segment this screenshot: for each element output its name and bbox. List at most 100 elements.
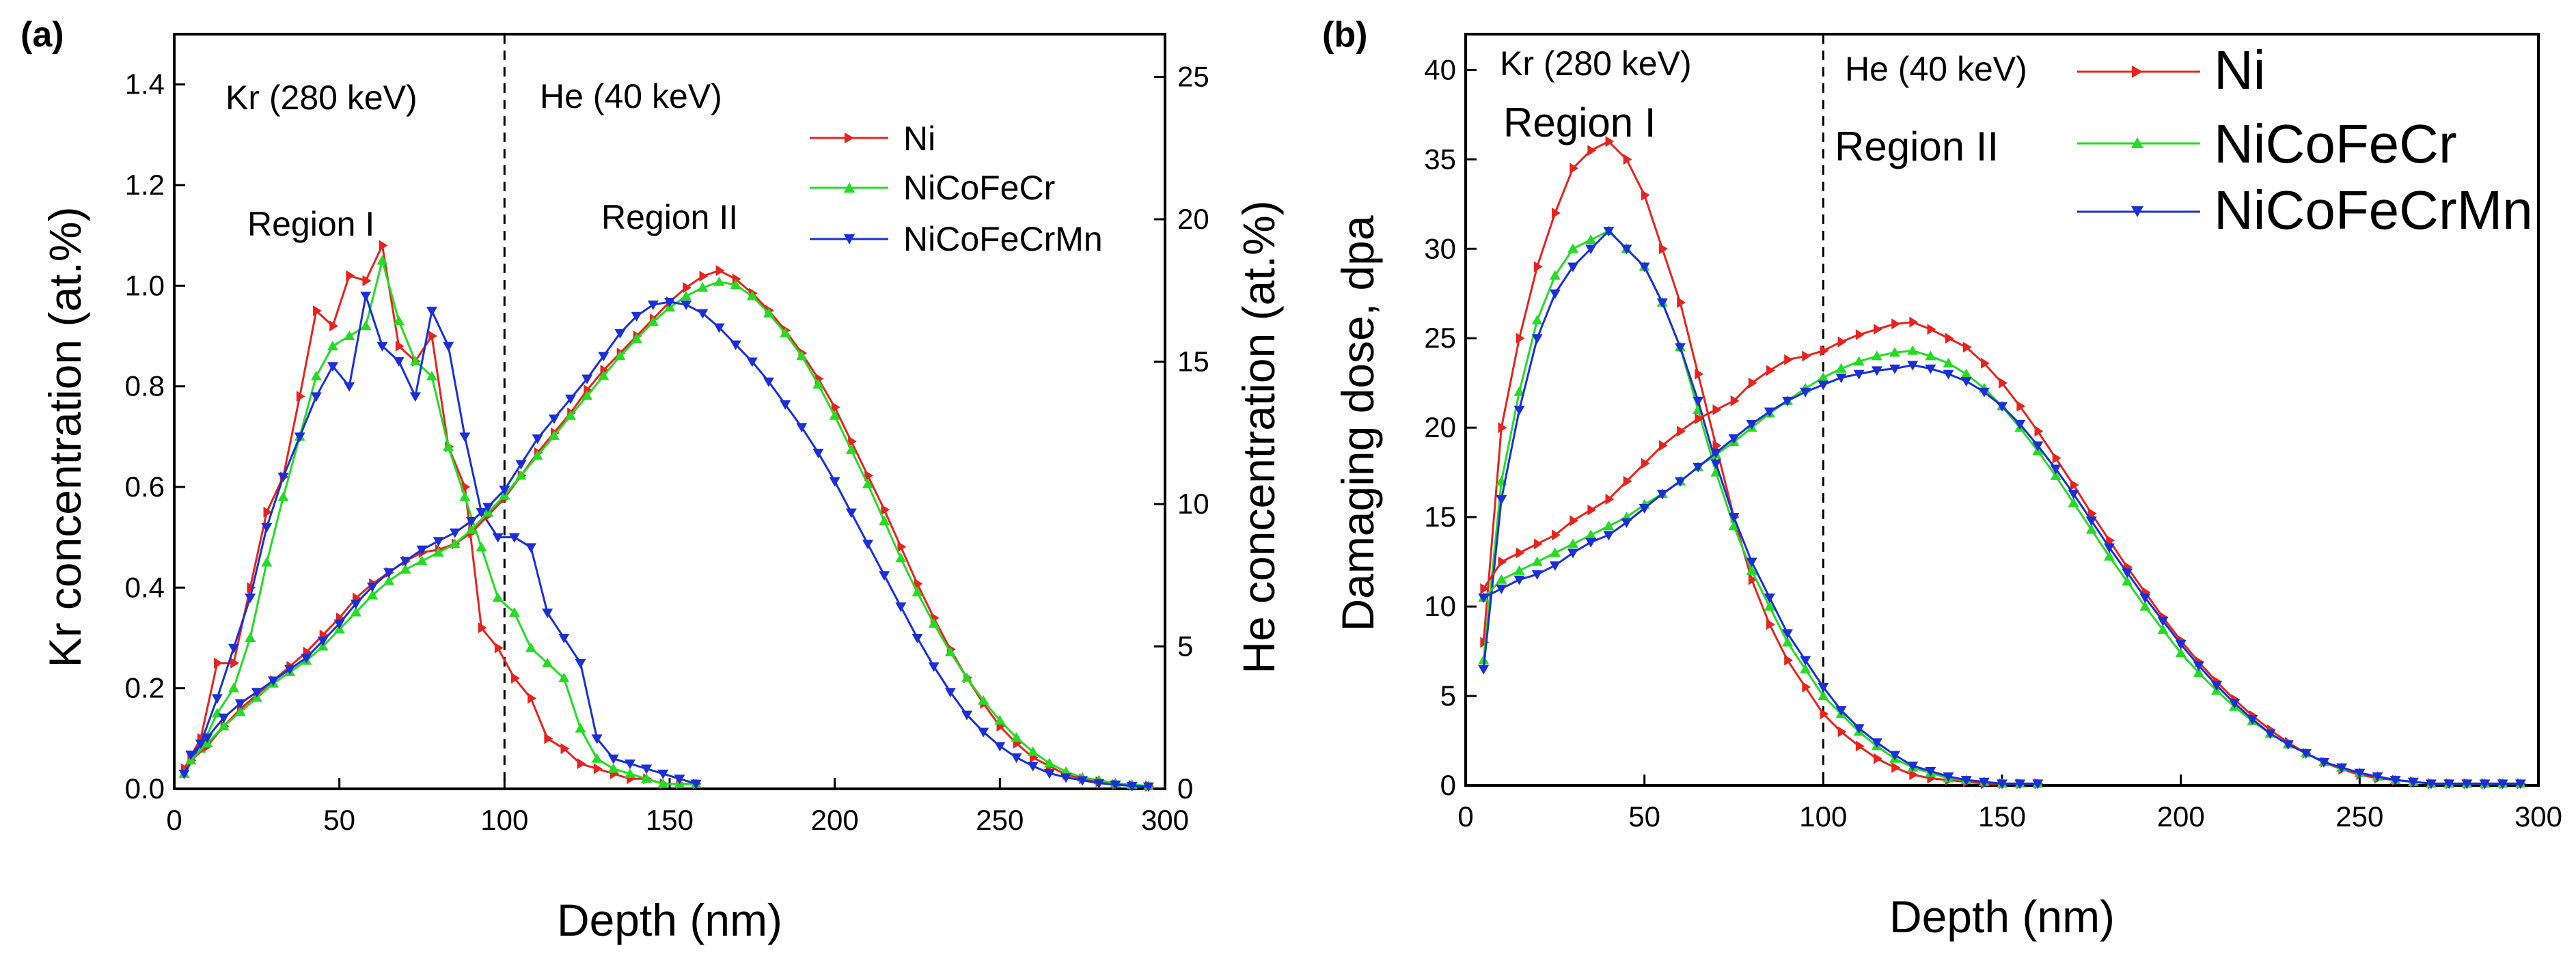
panel-b-x-axis: 0 50 100 150 200 250 300 [1457,774,2562,833]
panel-b-series-nicofecr-he-line [1483,350,2521,785]
panel-b-point-3-18 [1802,350,1811,362]
panel-a-x-tick-label-3: 150 [646,804,694,836]
panel-a-point-4-38 [812,378,824,389]
panel-b-point-3-5 [1570,515,1578,527]
panel-a-point-4-14 [416,555,428,566]
panel-a-point-4-33 [730,279,741,289]
panel-a-right-y-tick-label-5: 25 [1177,61,1209,93]
panel-b-point-2-18 [1800,656,1811,666]
panel-b-point-5-58 [2515,779,2526,790]
panel-b-point-5-31 [2032,441,2044,451]
panel-a-left-y-axis: 0.0 0.2 0.4 0.6 0.8 1.0 1.2 1.4 [125,68,185,805]
panel-b-point-2-26 [1943,772,1954,782]
panel-b-point-4-34 [2085,524,2097,534]
panel-a-point-5-4 [251,688,262,698]
panel-b-point-3-30 [2016,400,2026,412]
panel-b-point-5-8 [1621,518,1632,528]
panel-a-point-0-15 [428,331,437,341]
panel-a-point-5-22 [548,414,560,424]
panel-b-point-0-13 [1712,440,1722,451]
panel-b-point-5-33 [2068,490,2079,500]
panel-a-point-5-53 [1060,773,1071,783]
panel-a-point-5-45 [928,662,940,672]
panel-b-point-5-40 [2193,661,2204,671]
panel-b-series-nicofecr-kr-reference-curve [1483,229,2038,785]
panel-a-point-0-5 [263,506,273,518]
panel-a-point-5-48 [978,727,989,738]
panel-b-point-0-2 [1516,333,1525,344]
panel-b-y-tick-label-7: 35 [1424,143,1456,175]
panel-b-point-2-30 [2014,779,2026,790]
panel-a-point-4-15 [433,546,444,557]
panel-b-point-3-9 [1641,458,1650,469]
panel-a-point-5-39 [829,477,840,487]
panel-a-point-5-16 [449,528,461,538]
panel-b-point-2-25 [1925,767,1936,777]
panel-b-kr-energy-label: Kr (280 keV) [1500,44,1692,83]
panel-a-point-3-40 [848,436,857,447]
panel-a-point-2-3 [228,643,239,654]
panel-a-right-y-tick-label-0: 0 [1177,772,1193,805]
panel-a-point-2-25 [591,734,603,744]
panel-b-point-4-40 [2193,667,2204,677]
panel-b-point-5-32 [2050,464,2061,475]
panel-a-point-0-13 [395,340,405,352]
panel-a-point-3-32 [715,265,725,277]
panel-a-point-5-1 [202,733,213,743]
panel-b-point-5-12 [1693,462,1704,473]
panel-a-point-4-47 [961,672,972,682]
panel-a-left-y-axis-title: Kr concentration (at.%) [40,207,90,668]
panel-a-point-5-56 [1110,780,1121,790]
panel-a-point-1-3 [228,682,239,693]
panel-a-point-3-39 [831,402,840,413]
panel-b-point-0-15 [1748,574,1757,585]
panel-a-point-4-34 [746,290,758,301]
panel-b-point-5-36 [2122,568,2133,578]
panel-b-point-0-7 [1605,136,1615,148]
panel-b-point-3-8 [1623,475,1632,487]
panel-a-point-4-17 [466,524,477,534]
panel-a-right-y-tick-label-4: 20 [1177,203,1209,235]
panel-b-point-5-49 [2354,768,2366,779]
panel-a-point-4-22 [548,430,560,440]
panel-a-left-y-tick-label-3: 0.6 [125,471,165,503]
panel-b-point-5-53 [2426,779,2437,790]
panel-a-point-5-58 [1142,782,1154,792]
panel-b-point-1-2 [1513,386,1525,396]
panel-a-point-4-31 [697,282,709,292]
panel-b-point-0-11 [1677,296,1686,308]
panel-a-point-1-14 [409,355,421,365]
panel-b-point-5-30 [2014,419,2026,430]
panel-a-legend: Ni NiCoFeCr NiCoFeCrMn [810,120,1103,258]
panel-a-point-2-26 [607,754,619,764]
panel-a-left-y-tick-label-6: 1.2 [125,169,165,201]
panel-a-point-3-42 [881,504,890,516]
panel-a-point-0-23 [560,743,570,755]
panel-b-y-axis: 0 5 10 15 20 25 30 35 40 [1424,53,1477,801]
panel-b-point-1-16 [1764,601,1775,611]
panel-a-point-1-25 [591,753,603,763]
panel-a-point-3-43 [897,541,907,553]
panel-a-region-2-label: Region II [601,198,738,236]
panel-a-point-4-35 [763,307,774,318]
panel-a-point-4-45 [928,618,940,628]
panel-b-point-5-5 [1567,548,1578,559]
panel-a-point-5-0 [185,750,197,760]
panel-b-series-nicofecr-he-reference-curve [1483,350,2521,785]
panel-a-point-2-10 [344,382,355,392]
panel-a-point-5-5 [268,676,279,686]
panel-b-point-5-16 [1764,407,1775,417]
panel-a-series-nicofecrmn-he-line [190,301,1149,788]
panel-b-point-0-20 [1837,726,1847,738]
panel-b-point-4-38 [2157,624,2169,634]
panel-a-point-4-10 [350,606,361,617]
panel-a-point-4-43 [895,553,907,563]
panel-a-right-y-axis: 0 5 10 15 20 25 [1154,61,1209,805]
panel-a-point-2-5 [261,522,273,533]
panel-b-point-3-4 [1552,529,1561,541]
panel-a-point-2-21 [525,543,536,553]
panel-a-point-2-16 [443,341,454,352]
panel-a-point-5-33 [730,340,741,350]
legend-a-nicofecr-marker [844,182,855,193]
